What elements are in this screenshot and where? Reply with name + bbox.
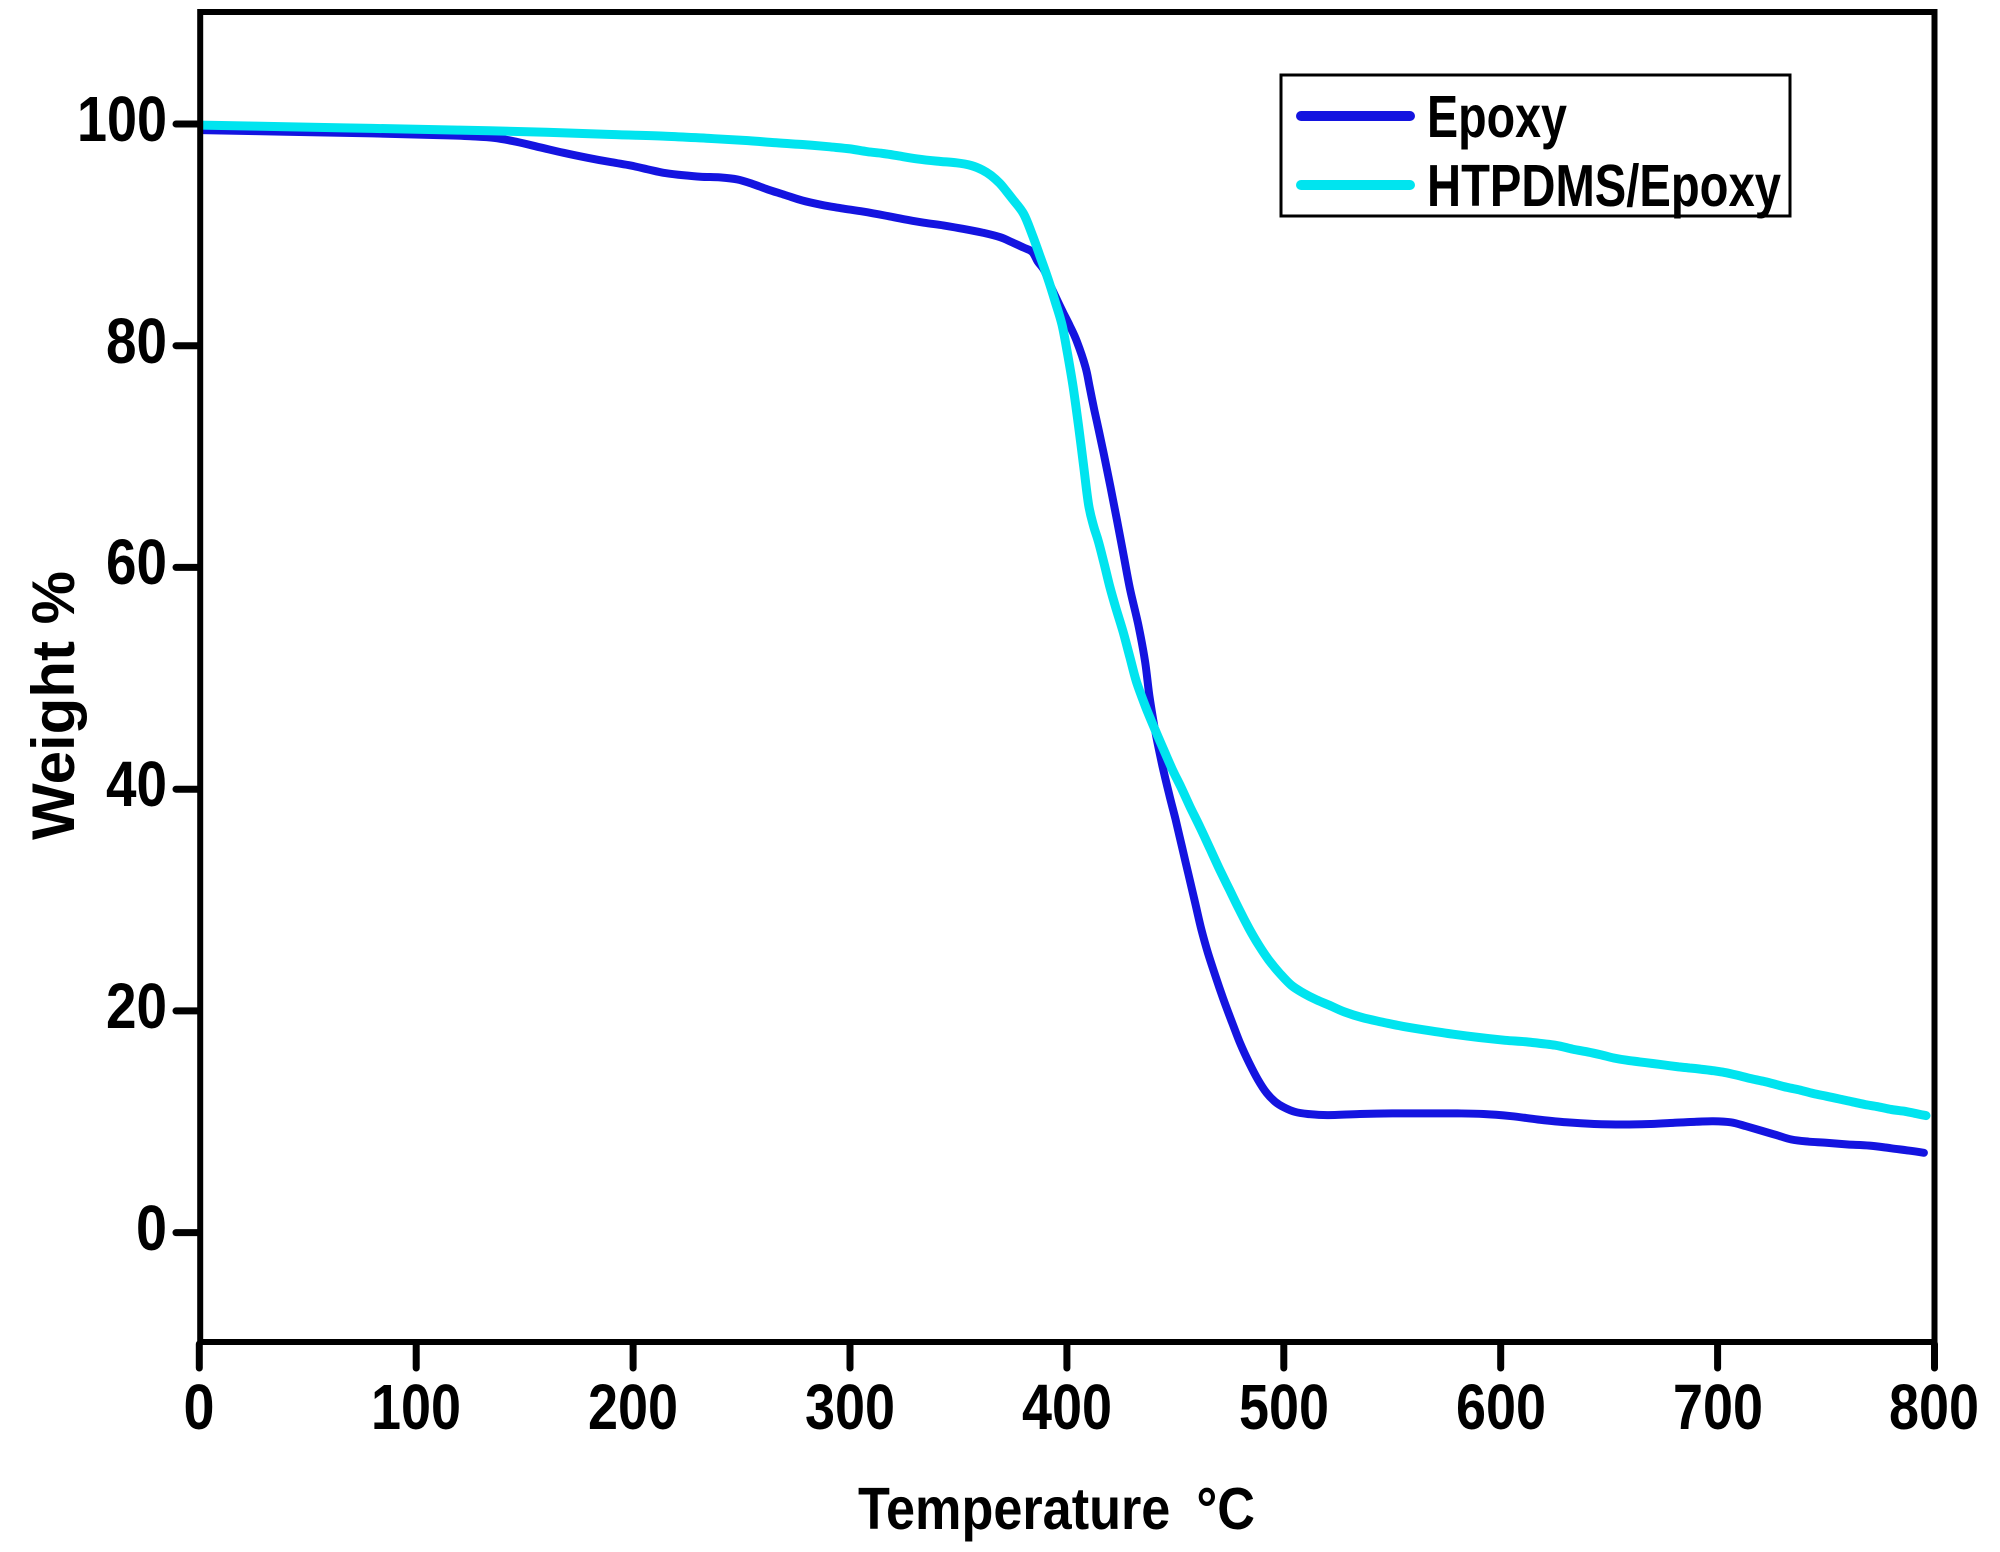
svg-text:Temperature °C: Temperature °C: [858, 1476, 1255, 1542]
svg-text:0: 0: [136, 1192, 167, 1264]
svg-text:Weight %: Weight %: [20, 571, 87, 840]
svg-text:0: 0: [184, 1371, 215, 1443]
svg-text:800: 800: [1889, 1371, 1979, 1443]
svg-text:100: 100: [77, 83, 167, 155]
svg-text:600: 600: [1456, 1371, 1546, 1443]
svg-text:HTPDMS/Epoxy: HTPDMS/Epoxy: [1427, 153, 1781, 219]
svg-text:400: 400: [1022, 1371, 1112, 1443]
svg-text:20: 20: [106, 970, 167, 1042]
svg-text:80: 80: [106, 305, 167, 377]
svg-text:200: 200: [588, 1371, 678, 1443]
svg-text:40: 40: [106, 748, 167, 820]
svg-text:300: 300: [805, 1371, 895, 1443]
svg-text:500: 500: [1239, 1371, 1329, 1443]
svg-text:700: 700: [1673, 1371, 1763, 1443]
svg-text:100: 100: [371, 1371, 461, 1443]
svg-text:Epoxy: Epoxy: [1427, 84, 1567, 150]
svg-text:60: 60: [106, 526, 167, 598]
